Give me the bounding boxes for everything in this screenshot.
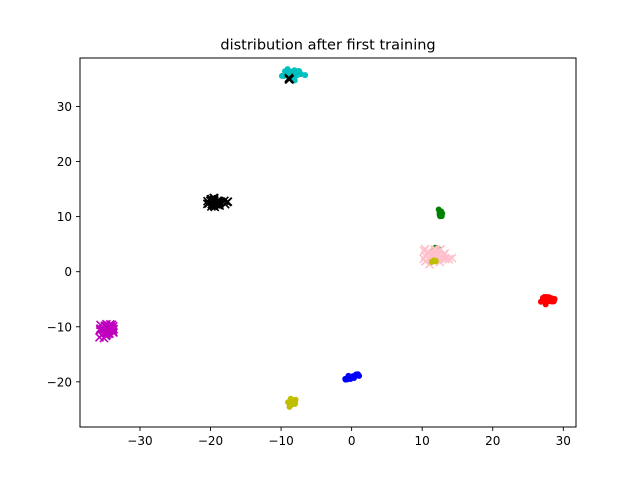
data-point [435, 206, 442, 213]
y-tick-label: −10 [47, 320, 72, 334]
data-point [438, 250, 448, 260]
cluster-11 [342, 371, 363, 383]
y-tick-label: 20 [57, 155, 72, 169]
x-axis: −30 −20 −10 0 10 20 30 [127, 427, 571, 448]
x-tick-label: 30 [556, 434, 571, 448]
y-tick-label: −20 [47, 375, 72, 389]
data-point [214, 199, 224, 209]
data-points [94, 66, 558, 410]
cluster-10 [285, 395, 299, 410]
data-point [419, 246, 429, 256]
x-tick-label: −20 [198, 434, 223, 448]
data-point [537, 298, 544, 305]
y-tick-label: 0 [64, 265, 72, 279]
cluster-6 [428, 257, 439, 266]
data-point [108, 327, 119, 337]
y-axis: −20 −10 0 10 20 30 [47, 100, 80, 389]
x-tick-label: 0 [348, 434, 356, 448]
chart-title: distribution after first training [220, 38, 435, 54]
x-tick-label: −30 [127, 434, 152, 448]
x-tick-label: −10 [268, 434, 293, 448]
y-tick-label: 30 [57, 100, 72, 114]
cluster-1 [284, 73, 295, 84]
data-point [343, 376, 350, 383]
data-point [292, 396, 299, 403]
data-point [108, 324, 118, 334]
cluster-2 [202, 193, 233, 212]
data-point [353, 372, 360, 379]
cluster-0 [278, 66, 309, 84]
data-point [432, 258, 439, 265]
data-point [437, 213, 444, 220]
data-point [278, 72, 285, 79]
cluster-3 [435, 206, 446, 220]
x-tick-label: 10 [415, 434, 430, 448]
plot-frame [79, 57, 577, 428]
data-point [206, 201, 216, 211]
data-point [101, 319, 111, 329]
cluster-5 [419, 244, 457, 269]
x-tick-label: 20 [485, 434, 500, 448]
y-tick-label: 10 [57, 210, 72, 224]
data-point [298, 71, 305, 78]
data-point [284, 66, 291, 73]
data-point [285, 74, 295, 84]
data-point [424, 248, 434, 258]
data-point [543, 294, 550, 301]
cluster-7 [537, 294, 558, 308]
data-point [105, 319, 115, 329]
cluster-9 [94, 319, 119, 343]
